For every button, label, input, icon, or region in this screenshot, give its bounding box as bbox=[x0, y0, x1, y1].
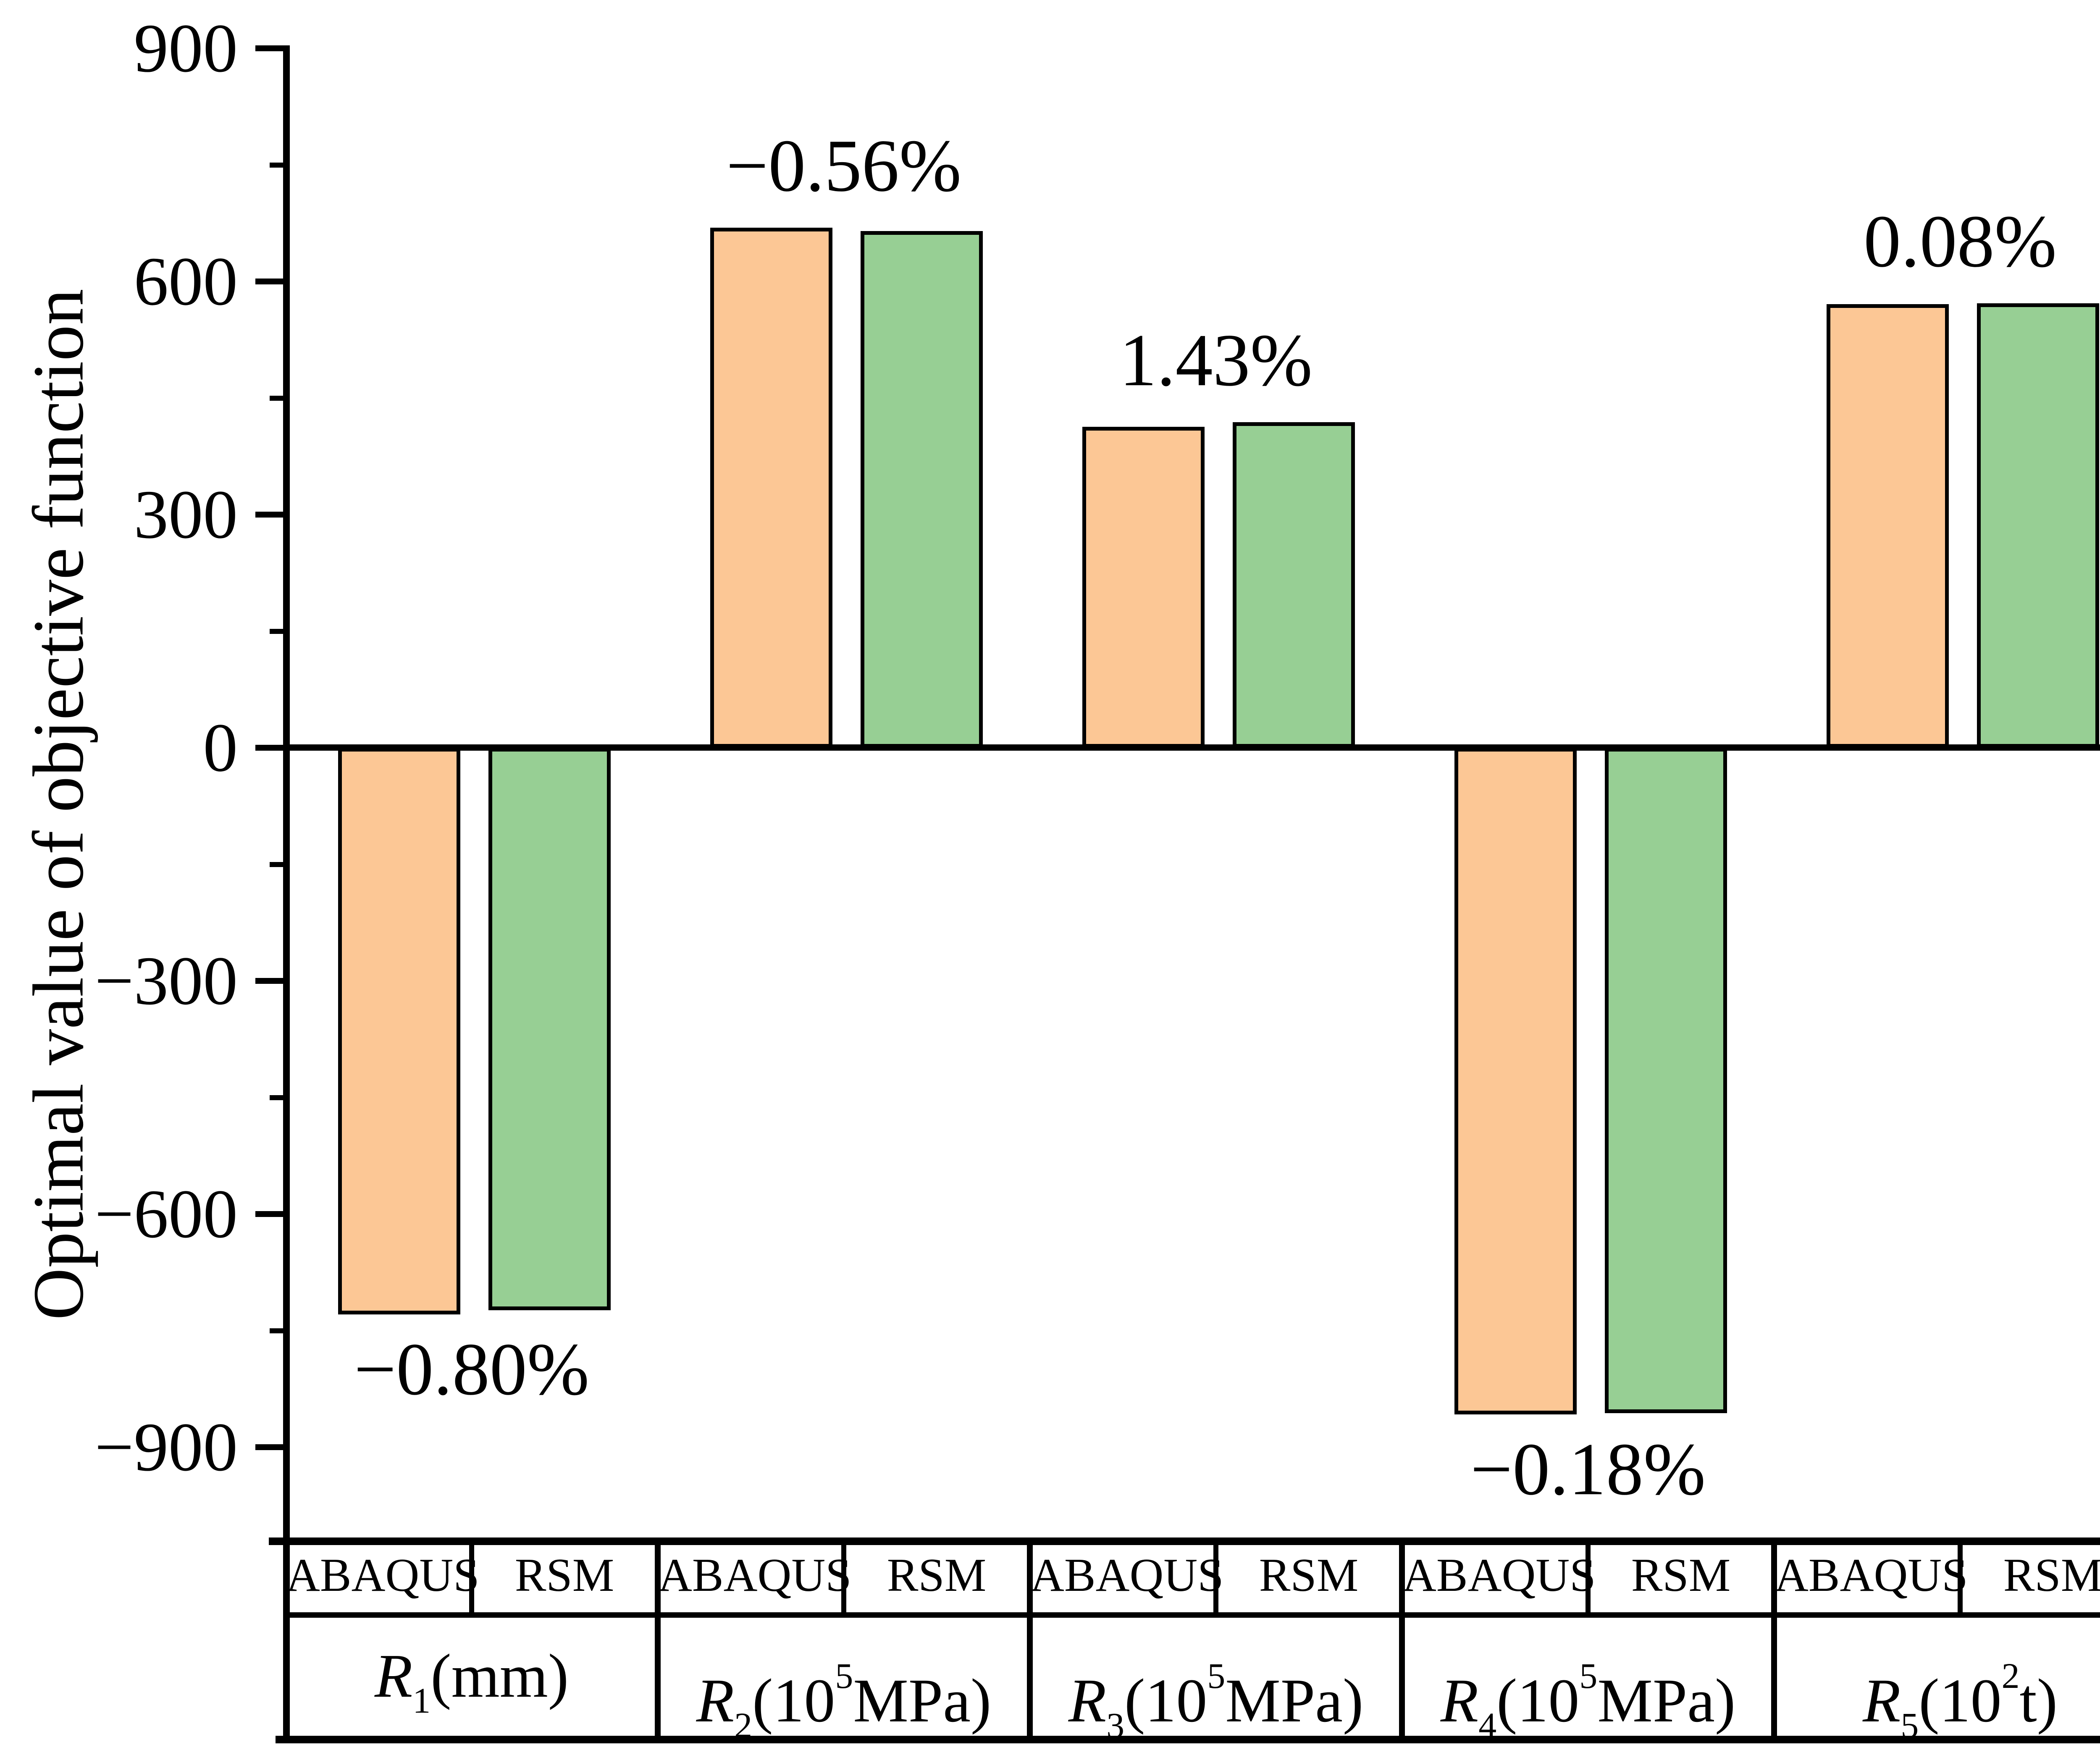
method-header-rsm-r1: RSM bbox=[514, 1549, 614, 1601]
bar-rsm-r3 bbox=[1233, 422, 1355, 748]
table-group-divider bbox=[1027, 1537, 1033, 1743]
y-major-tick bbox=[255, 978, 283, 984]
y-tick-label: 600 bbox=[134, 243, 238, 320]
y-axis-title: Optimal value of objective function bbox=[18, 289, 99, 1320]
table-group-divider bbox=[655, 1537, 661, 1743]
y-tick-label: −900 bbox=[94, 1409, 238, 1485]
table-method-divider bbox=[1586, 1545, 1591, 1612]
y-major-tick bbox=[255, 45, 283, 51]
y-minor-tick bbox=[270, 628, 283, 634]
table-method-divider bbox=[1213, 1545, 1218, 1612]
method-header-rsm-r2: RSM bbox=[887, 1549, 987, 1601]
table-group-divider bbox=[1771, 1537, 1777, 1743]
y-tick-label: 0 bbox=[203, 709, 238, 786]
zero-line bbox=[283, 744, 2100, 751]
diff-label-r5: 0.08% bbox=[1864, 199, 2057, 283]
y-minor-tick bbox=[270, 395, 283, 401]
bar-rsm-r5 bbox=[1977, 303, 2099, 748]
y-tick-label: −300 bbox=[94, 942, 238, 1019]
bar-rsm-r1 bbox=[488, 748, 611, 1311]
method-header-rsm-r5: RSM bbox=[2003, 1549, 2100, 1601]
table-bottom-border bbox=[276, 1736, 2100, 1743]
table-group-divider bbox=[1399, 1537, 1405, 1743]
y-major-tick bbox=[255, 279, 283, 284]
y-tick-label: −600 bbox=[94, 1175, 238, 1252]
bar-rsm-r4 bbox=[1605, 748, 1727, 1413]
bar-abaqus-r1 bbox=[338, 748, 460, 1314]
y-major-tick bbox=[255, 512, 283, 518]
y-major-tick bbox=[255, 745, 283, 751]
category-label-r2: R2(105MPa) bbox=[696, 1656, 992, 1745]
y-major-tick bbox=[255, 1444, 283, 1450]
table-method-divider bbox=[1958, 1545, 1963, 1612]
method-header-abaqus-r5: ABAQUS bbox=[1774, 1549, 1968, 1601]
y-minor-tick bbox=[270, 162, 283, 168]
method-header-rsm-r4: RSM bbox=[1631, 1549, 1731, 1601]
y-minor-tick bbox=[270, 1328, 283, 1333]
y-axis-spine bbox=[283, 45, 290, 1743]
bar-abaqus-r5 bbox=[1827, 304, 1949, 748]
method-header-abaqus-r4: ABAQUS bbox=[1402, 1549, 1596, 1601]
diff-label-r1: −0.80% bbox=[354, 1327, 590, 1411]
category-label-r5: R5(102t) bbox=[1863, 1656, 2058, 1745]
category-label-r4: R4(105MPa) bbox=[1440, 1656, 1736, 1745]
category-label-r3: R3(105MPa) bbox=[1068, 1656, 1364, 1745]
y-minor-tick bbox=[270, 1095, 283, 1100]
diff-label-r2: −0.56% bbox=[726, 124, 962, 208]
bar-rsm-r2 bbox=[861, 231, 983, 748]
diff-label-r4: −0.18% bbox=[1470, 1427, 1706, 1511]
table-method-divider bbox=[841, 1545, 846, 1612]
table-mid-border bbox=[286, 1612, 2100, 1618]
bar-abaqus-r2 bbox=[710, 228, 832, 748]
category-label-r1: R1(mm) bbox=[374, 1642, 569, 1721]
bar-abaqus-r4 bbox=[1454, 748, 1577, 1415]
method-header-abaqus-r3: ABAQUS bbox=[1030, 1549, 1224, 1601]
method-header-abaqus-r1: ABAQUS bbox=[286, 1549, 480, 1601]
method-header-abaqus-r2: ABAQUS bbox=[658, 1549, 852, 1601]
bar-abaqus-r3 bbox=[1082, 426, 1205, 748]
y-tick-label: 300 bbox=[134, 476, 238, 553]
diff-label-r3: 1.43% bbox=[1119, 318, 1312, 402]
method-header-rsm-r3: RSM bbox=[1259, 1549, 1359, 1601]
y-minor-tick bbox=[270, 862, 283, 867]
y-major-tick bbox=[255, 1211, 283, 1217]
y-tick-label: 900 bbox=[134, 10, 238, 87]
table-method-divider bbox=[469, 1545, 474, 1612]
table-top-border bbox=[269, 1537, 2100, 1545]
